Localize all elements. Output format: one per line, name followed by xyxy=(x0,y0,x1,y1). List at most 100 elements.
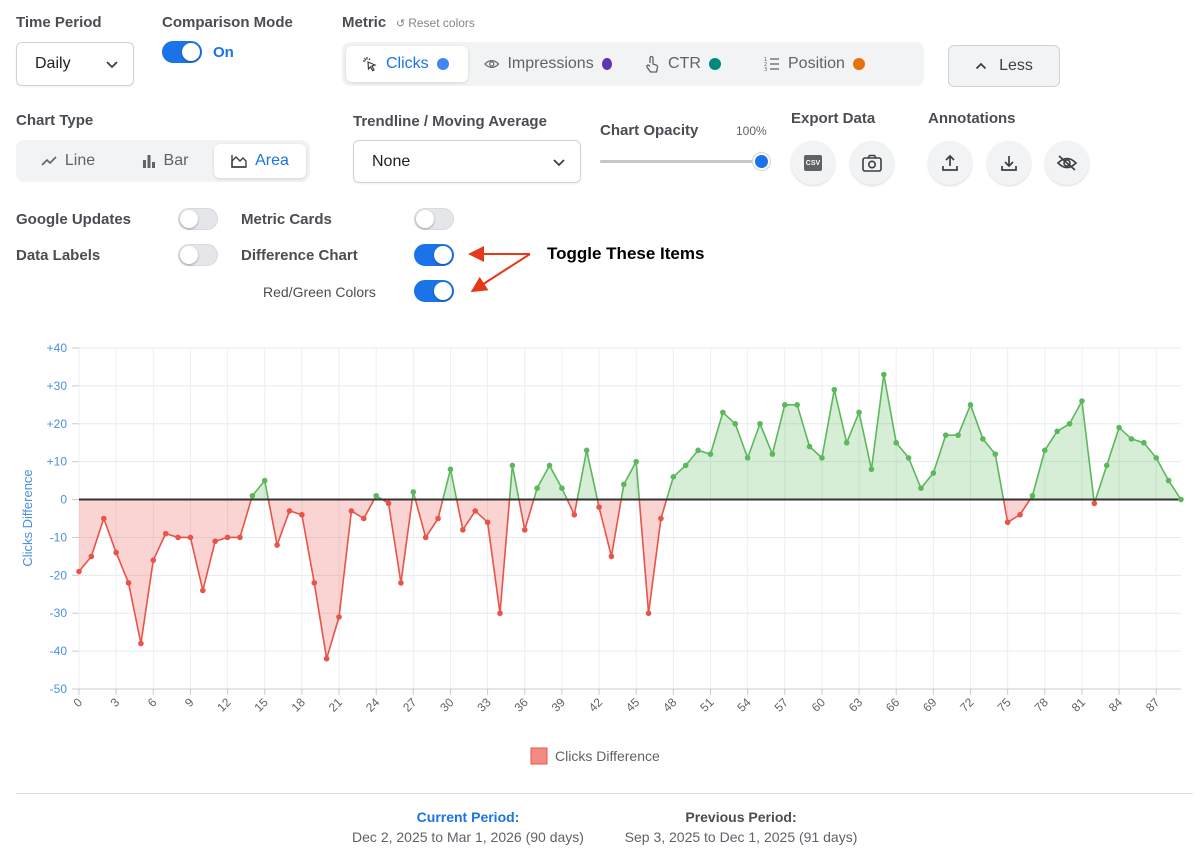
data-point[interactable] xyxy=(1066,420,1073,427)
data-point[interactable] xyxy=(1141,439,1147,446)
data-point[interactable] xyxy=(682,462,689,469)
data-point[interactable] xyxy=(819,455,825,461)
data-point[interactable] xyxy=(893,439,900,446)
data-point[interactable] xyxy=(125,580,132,586)
google-updates-toggle[interactable] xyxy=(178,208,218,230)
data-point[interactable] xyxy=(658,515,664,522)
data-point[interactable] xyxy=(1054,428,1060,435)
data-point[interactable] xyxy=(980,436,986,442)
metric-impressions-color[interactable] xyxy=(601,58,612,70)
data-point[interactable] xyxy=(398,580,404,586)
data-point[interactable] xyxy=(881,371,887,378)
data-point[interactable] xyxy=(534,485,540,491)
data-point[interactable] xyxy=(1004,519,1011,526)
data-point[interactable] xyxy=(967,402,974,408)
data-point[interactable] xyxy=(1041,447,1048,454)
data-point[interactable] xyxy=(497,610,503,617)
chart-type-area[interactable]: Area xyxy=(214,144,306,178)
data-point[interactable] xyxy=(695,447,701,454)
time-period-select[interactable]: Daily xyxy=(16,42,134,86)
metric-clicks[interactable]: Clicks xyxy=(346,46,468,82)
metric-clicks-color[interactable] xyxy=(436,58,449,70)
opacity-slider-thumb[interactable] xyxy=(753,153,770,170)
less-button[interactable]: Less xyxy=(948,45,1060,87)
data-labels-toggle[interactable] xyxy=(178,244,218,266)
data-point[interactable] xyxy=(596,504,602,510)
export-csv-button[interactable]: CSV xyxy=(791,141,835,185)
data-point[interactable] xyxy=(831,386,838,393)
data-point[interactable] xyxy=(744,455,751,461)
data-point[interactable] xyxy=(88,553,95,560)
metric-ctr-color[interactable] xyxy=(708,58,721,70)
data-point[interactable] xyxy=(274,542,280,548)
data-point[interactable] xyxy=(781,402,788,408)
data-point[interactable] xyxy=(249,492,256,499)
data-point[interactable] xyxy=(757,420,763,427)
data-point[interactable] xyxy=(299,511,305,518)
red-green-colors-toggle[interactable] xyxy=(414,280,454,302)
chart-type-line[interactable]: Line xyxy=(20,144,116,178)
data-point[interactable] xyxy=(1079,398,1085,404)
trendline-select[interactable]: None xyxy=(353,140,581,183)
data-point[interactable] xyxy=(1116,424,1122,431)
data-point[interactable] xyxy=(1178,496,1184,503)
data-point[interactable] xyxy=(905,455,912,461)
data-point[interactable] xyxy=(1017,511,1023,518)
data-point[interactable] xyxy=(484,519,491,526)
metric-cards-toggle[interactable] xyxy=(414,208,454,230)
chart-legend[interactable]: Clicks Difference xyxy=(530,747,660,765)
data-point[interactable] xyxy=(1103,462,1110,469)
data-point[interactable] xyxy=(435,515,441,522)
data-point[interactable] xyxy=(621,481,627,488)
data-point[interactable] xyxy=(212,538,219,545)
data-point[interactable] xyxy=(373,492,379,499)
chart-type-bar[interactable]: Bar xyxy=(116,144,214,178)
data-point[interactable] xyxy=(794,402,800,408)
data-point[interactable] xyxy=(237,534,243,541)
data-point[interactable] xyxy=(175,534,181,541)
data-point[interactable] xyxy=(422,534,429,541)
data-point[interactable] xyxy=(472,508,479,514)
data-point[interactable] xyxy=(707,451,714,457)
download-annotations-button[interactable] xyxy=(987,141,1031,185)
data-point[interactable] xyxy=(633,458,639,465)
data-point[interactable] xyxy=(918,485,924,491)
reset-colors-link[interactable]: ↺ Reset colors xyxy=(396,16,475,30)
difference-chart-toggle[interactable] xyxy=(414,244,454,266)
data-point[interactable] xyxy=(546,462,553,469)
hide-annotations-button[interactable] xyxy=(1045,141,1089,185)
metric-ctr[interactable]: CTR xyxy=(628,46,748,82)
data-point[interactable] xyxy=(113,549,119,556)
data-point[interactable] xyxy=(559,485,565,491)
data-point[interactable] xyxy=(261,477,268,484)
data-point[interactable] xyxy=(150,557,157,563)
data-point[interactable] xyxy=(1165,477,1172,484)
data-point[interactable] xyxy=(856,409,862,416)
data-point[interactable] xyxy=(410,489,417,495)
data-point[interactable] xyxy=(1153,455,1160,461)
data-point[interactable] xyxy=(521,527,528,533)
data-point[interactable] xyxy=(100,515,107,522)
data-point[interactable] xyxy=(670,474,677,480)
data-point[interactable] xyxy=(1091,500,1098,507)
data-point[interactable] xyxy=(732,420,739,427)
data-point[interactable] xyxy=(992,451,999,457)
data-point[interactable] xyxy=(348,508,355,514)
data-point[interactable] xyxy=(200,587,206,594)
metric-position-color[interactable] xyxy=(852,58,865,70)
upload-annotations-button[interactable] xyxy=(928,141,972,185)
data-point[interactable] xyxy=(460,527,466,533)
data-point[interactable] xyxy=(769,451,776,457)
data-point[interactable] xyxy=(311,580,318,586)
data-point[interactable] xyxy=(806,443,813,450)
data-point[interactable] xyxy=(509,462,516,469)
data-point[interactable] xyxy=(323,655,330,662)
data-point[interactable] xyxy=(720,409,726,416)
data-point[interactable] xyxy=(187,534,194,541)
opacity-slider-track[interactable] xyxy=(600,153,770,170)
data-point[interactable] xyxy=(447,466,454,473)
data-point[interactable] xyxy=(583,447,590,454)
data-point[interactable] xyxy=(385,500,392,507)
data-point[interactable] xyxy=(224,534,231,541)
